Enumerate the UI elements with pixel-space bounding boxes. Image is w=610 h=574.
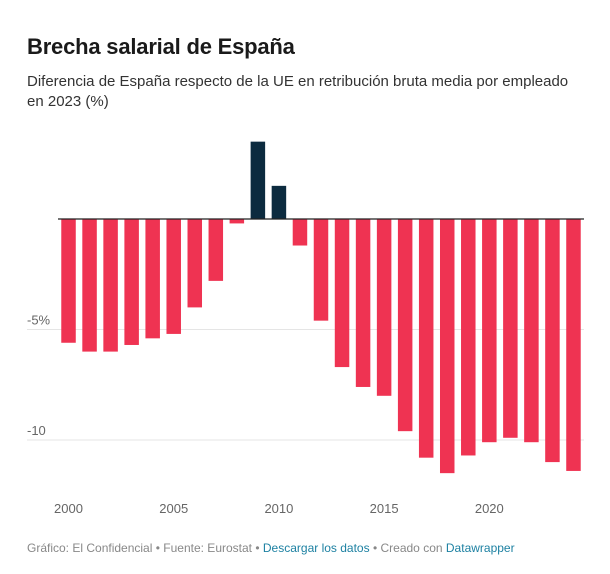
- bar-2008: [229, 219, 245, 224]
- bar-2011: [292, 219, 308, 246]
- bar-2016: [397, 219, 413, 432]
- bar-2022: [524, 219, 539, 443]
- bar-2007: [208, 219, 224, 281]
- datawrapper-link[interactable]: Datawrapper: [445, 541, 515, 555]
- bar-2004: [145, 219, 160, 339]
- y-tick-label: -10: [27, 423, 46, 438]
- chart-title: Brecha salarial de España: [27, 34, 295, 59]
- bar-2024: [566, 219, 581, 471]
- bar-2012: [313, 219, 329, 321]
- bar-2009: [250, 141, 266, 219]
- bar-2013: [334, 219, 350, 368]
- bar-2023: [545, 219, 560, 463]
- bar-2021: [503, 219, 518, 438]
- bar-2006: [187, 219, 203, 308]
- bar-2018: [439, 219, 455, 474]
- x-tick-label: 2020: [475, 501, 504, 516]
- x-tick-label: 2015: [370, 501, 399, 516]
- bars: [61, 141, 581, 474]
- separator: •: [372, 541, 378, 555]
- chart-subtitle: Diferencia de España respecto de la UE e…: [27, 73, 569, 110]
- bar-2001: [82, 219, 97, 352]
- bar-2014: [355, 219, 371, 387]
- axes: -5% -10 2000 2005 2010 2015 2020: [27, 218, 584, 516]
- separator: •: [155, 541, 160, 555]
- credit-text: Gráfico: El Confidencial: [27, 541, 153, 555]
- chart-footer: Gráfico: El Confidencial • Fuente: Euros…: [27, 541, 515, 555]
- bar-2000: [61, 219, 76, 343]
- bar-2019: [461, 219, 476, 456]
- download-data-link[interactable]: Descargar los datos: [262, 541, 370, 555]
- bar-2020: [482, 219, 497, 443]
- bar-2002: [103, 219, 118, 352]
- x-tick-label: 2010: [264, 501, 293, 516]
- y-tick-label: -5%: [27, 313, 51, 328]
- bar-2010: [271, 185, 287, 219]
- bar-2005: [166, 219, 181, 334]
- separator: •: [255, 541, 260, 555]
- created-with-text: Creado con: [380, 541, 443, 555]
- x-tick-label: 2000: [54, 501, 83, 516]
- x-tick-label: 2005: [159, 501, 188, 516]
- bar-2017: [418, 219, 434, 458]
- source-text: Fuente: Eurostat: [163, 541, 252, 555]
- bar-2015: [376, 219, 392, 396]
- bar-2003: [124, 219, 139, 345]
